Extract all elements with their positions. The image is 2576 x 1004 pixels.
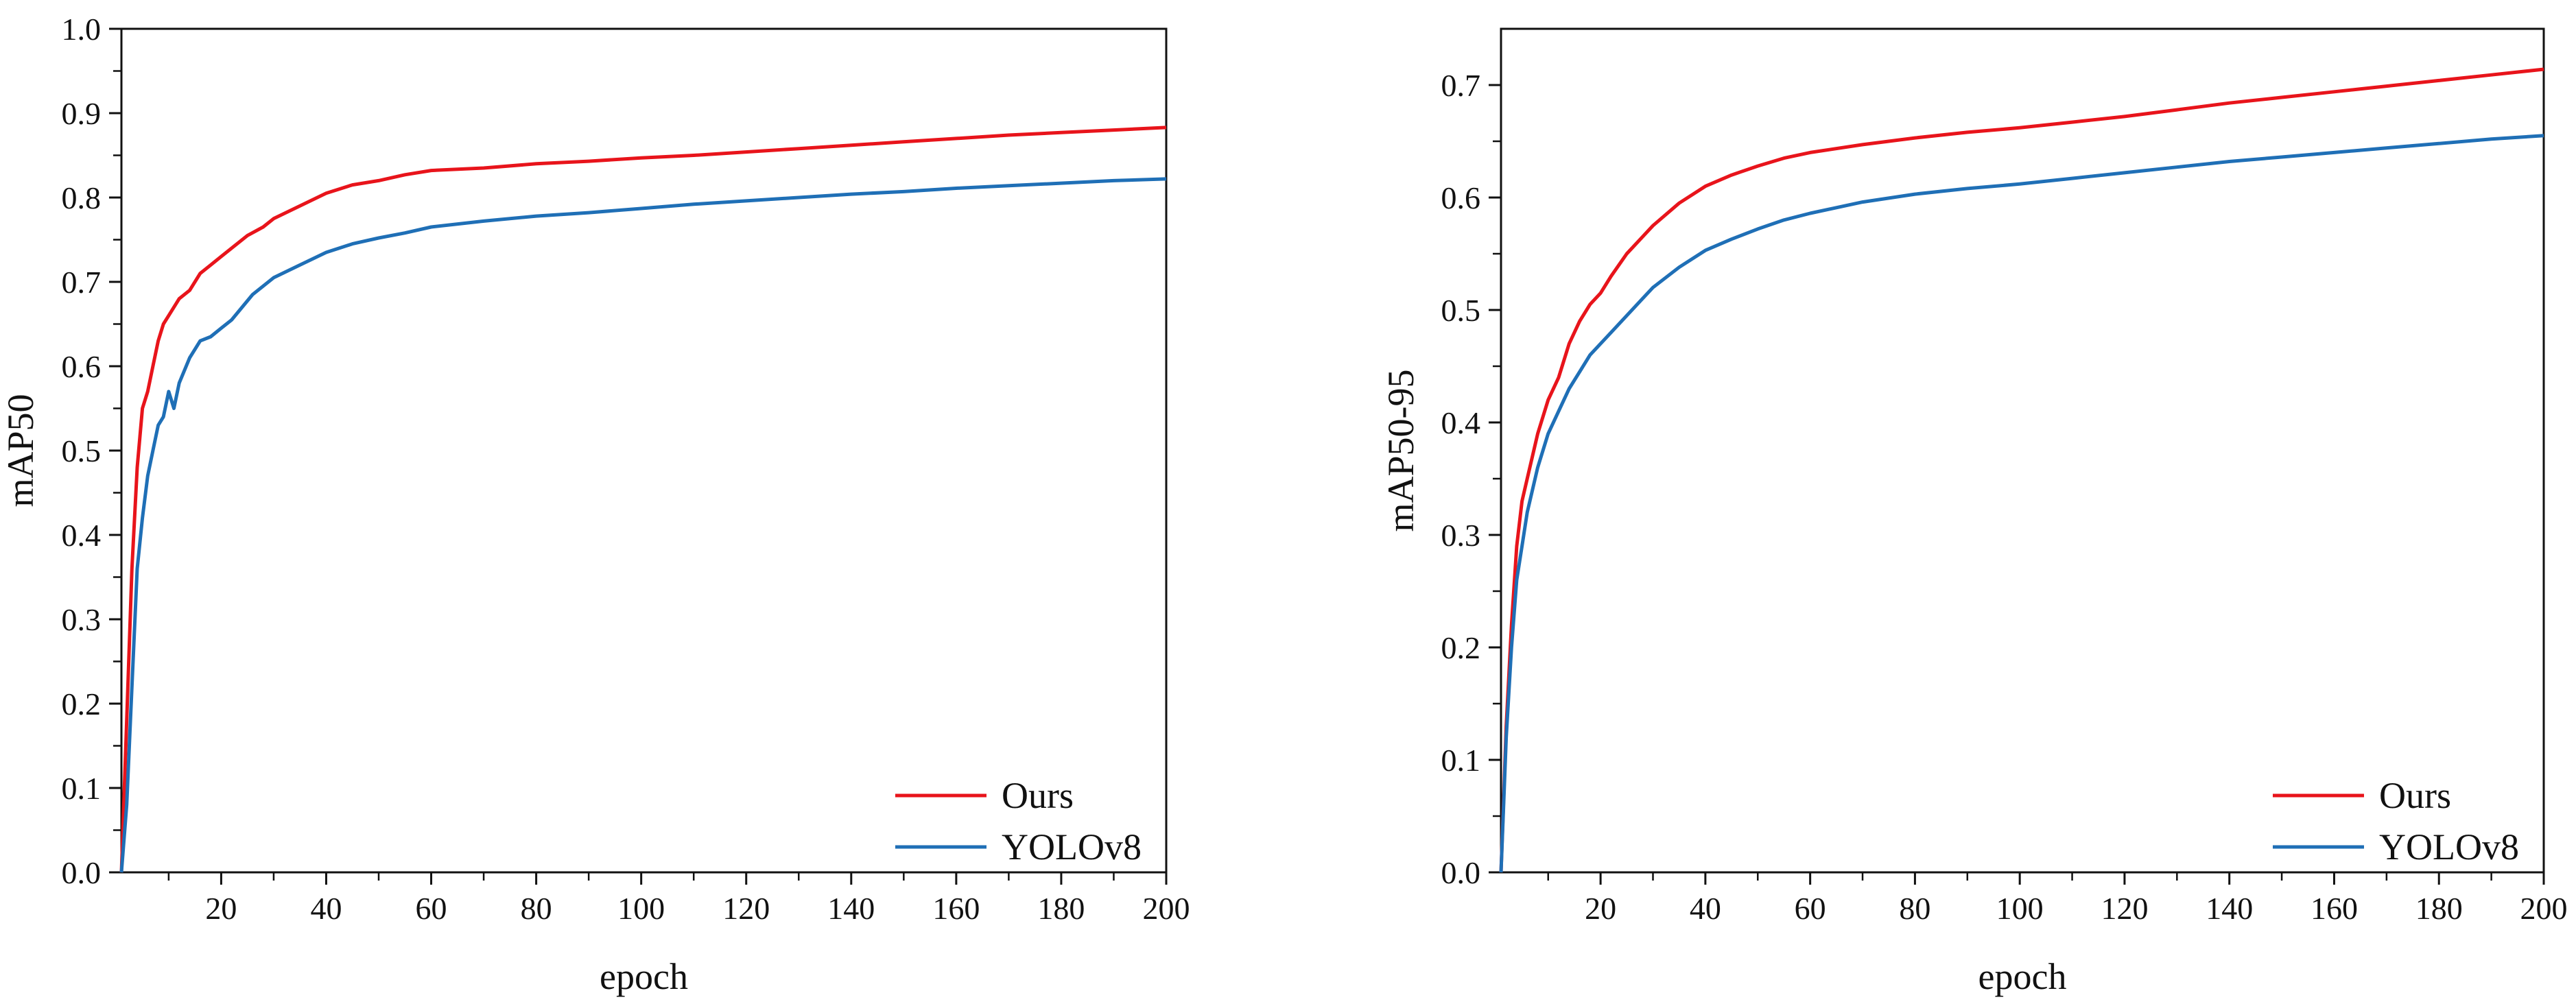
chart-map50-95: 0.0 0.1 0.2 0.3 0.4 0.5 0.6 0.7 20 40 60 80 100 120 14… — [1380, 27, 2568, 997]
map50-95-y-tick-label: 0.2 — [1441, 630, 1481, 665]
map50-y-tick-label: 0.8 — [62, 180, 102, 215]
map50-95-x-tick-label: 20 — [1585, 891, 1616, 926]
map50-series-ours-line — [119, 126, 1167, 873]
map50-y-tick-label: 0.9 — [62, 96, 102, 131]
map50-95-y-tick-label: 0.4 — [1441, 405, 1481, 440]
map50-95-series-yolov8-line — [1499, 134, 2544, 873]
map50-x-tick-label: 160 — [932, 891, 980, 926]
map50-95-x-tick-label: 200 — [2520, 891, 2568, 926]
map50-legend-label-ours: Ours — [1002, 775, 1074, 816]
map50-95-x-tick-label: 60 — [1795, 891, 1826, 926]
map50-x-tick-label: 180 — [1037, 891, 1085, 926]
map50-95-x-tick-label: 80 — [1899, 891, 1930, 926]
map50-y-tick-label: 0.2 — [62, 686, 102, 721]
map50-y-tick-label: 0.3 — [62, 602, 102, 637]
map50-y-tick-label: 0.1 — [62, 771, 102, 806]
map50-95-y-axis-title: mAP50-95 — [1380, 369, 1421, 531]
map50-y-tick-label: 0.0 — [62, 855, 102, 890]
map50-95-x-tick-label: 40 — [1690, 891, 1721, 926]
map50-x-tick-label: 20 — [205, 891, 237, 926]
map50-95-y-tick-label: 0.0 — [1441, 855, 1481, 890]
map50-x-tick-label: 40 — [310, 891, 342, 926]
map50-95-y-tick-label: 0.5 — [1441, 293, 1481, 328]
map50-95-x-tick-label: 160 — [2311, 891, 2358, 926]
map50-x-tick-label: 120 — [722, 891, 770, 926]
map50-95-y-tick-label: 0.1 — [1441, 743, 1481, 778]
map50-x-tick-label: 100 — [617, 891, 665, 926]
map50-y-tick-label: 0.5 — [62, 433, 102, 468]
map50-y-tick-label: 0.7 — [62, 265, 102, 300]
map50-95-y-tick-label: 0.6 — [1441, 180, 1481, 215]
map50-x-axis-title: epoch — [600, 956, 688, 997]
map50-x-tick-label: 140 — [827, 891, 875, 926]
map50-95-plot-frame — [1500, 27, 2545, 874]
map50-y-axis-title: mAP50 — [0, 394, 41, 507]
map50-95-x-axis-title: epoch — [1978, 956, 2067, 997]
map50-95-legend-label-ours: Ours — [2379, 775, 2451, 816]
map50-95-legend-label-yolov8: YOLOv8 — [2379, 826, 2519, 868]
map50-y-tick-label: 0.6 — [62, 349, 102, 384]
map50-95-series-ours-line — [1499, 67, 2544, 873]
map50-legend-label-yolov8: YOLOv8 — [1002, 826, 1142, 868]
map50-95-x-tick-label: 140 — [2206, 891, 2253, 926]
map50-95-x-tick-label: 180 — [2415, 891, 2463, 926]
map50-plot-frame — [120, 27, 1168, 874]
map50-series-yolov8-line — [119, 177, 1167, 873]
map50-x-tick-label: 200 — [1143, 891, 1190, 926]
map50-95-y-tick-label: 0.3 — [1441, 518, 1481, 553]
map50-95-x-tick-label: 100 — [1996, 891, 2044, 926]
map50-y-tick-label: 1.0 — [62, 12, 102, 47]
map50-x-tick-label: 80 — [521, 891, 552, 926]
map50-y-tick-label: 0.4 — [62, 518, 102, 553]
map50-95-x-tick-label: 120 — [2101, 891, 2148, 926]
chart-map50: 0.0 0.1 0.2 0.3 0.4 0.5 0.6 0.7 0.8 0.9 1.0 20 40 60 8… — [0, 12, 1190, 997]
map50-95-y-tick-label: 0.7 — [1441, 68, 1481, 103]
map50-x-tick-label: 60 — [416, 891, 447, 926]
